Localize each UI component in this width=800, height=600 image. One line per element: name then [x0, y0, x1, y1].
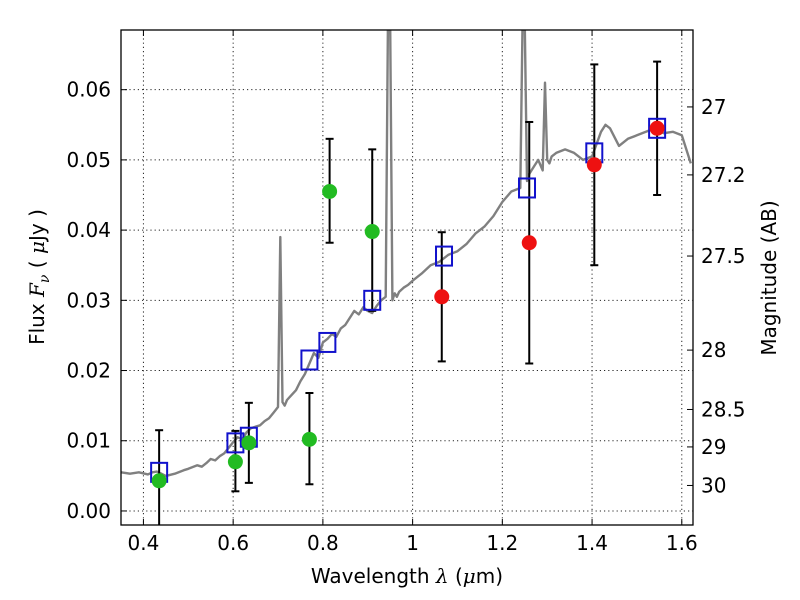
green-data-point — [241, 435, 257, 451]
x-tick-label: 1.2 — [486, 531, 518, 555]
y2-tick-label: 28.5 — [701, 397, 746, 421]
y2-tick-label: 28 — [701, 338, 726, 362]
x-tick-label: 1.4 — [576, 531, 608, 555]
data-points-layer — [151, 120, 665, 489]
x-tick-label: 0.4 — [128, 531, 160, 555]
y2-tick-label: 30 — [701, 473, 726, 497]
x-tick-label: 1 — [406, 531, 419, 555]
x-axis-title: Wavelength λ (μm) — [311, 564, 503, 588]
y-axis-title: Flux Fν ( μJy ) — [25, 209, 53, 345]
y2-tick-label: 27.5 — [701, 244, 746, 268]
y2-tick-label: 29 — [701, 435, 726, 459]
plot-frame — [120, 29, 694, 526]
green-data-point — [364, 224, 380, 240]
green-data-point — [151, 473, 167, 489]
y-tick-labels: 0.00 0.01 0.02 0.03 0.04 0.05 0.06 — [66, 78, 111, 523]
y2-tick-label: 27.2 — [701, 163, 746, 187]
model-square-marker — [363, 289, 382, 311]
red-data-point — [521, 235, 537, 251]
model-square-marker — [318, 331, 337, 353]
spectrum-line — [121, 30, 692, 478]
x-tick-label: 1.6 — [666, 531, 698, 555]
y-tick-label: 0.05 — [66, 148, 111, 172]
x-tick-label: 0.8 — [307, 531, 339, 555]
y2-axis-title: Magnitude (AB) — [757, 200, 781, 355]
green-data-point — [301, 431, 317, 447]
model-square-marker — [300, 349, 319, 371]
y-tick-label: 0.01 — [66, 429, 111, 453]
y2-tick-labels: 27 27.2 27.5 28 28.5 29 30 — [701, 95, 746, 498]
model-square-marker — [518, 177, 537, 199]
y-tick-label: 0.00 — [66, 499, 111, 523]
y-tick-label: 0.03 — [66, 288, 111, 312]
red-data-point — [434, 289, 450, 305]
grid — [121, 30, 693, 525]
spectrum-layer — [121, 30, 692, 478]
y-tick-label: 0.04 — [66, 218, 111, 242]
green-data-point — [322, 183, 338, 199]
y2-tick-label: 27 — [701, 95, 726, 119]
red-data-point — [649, 120, 665, 136]
errorbar-layer — [155, 60, 662, 525]
model-square-marker — [435, 245, 454, 267]
model-square-marker — [648, 117, 667, 139]
x-tick-label: 0.6 — [217, 531, 249, 555]
y-tick-label: 0.02 — [66, 359, 111, 383]
tick-marks — [121, 30, 693, 525]
green-data-point — [227, 454, 243, 470]
y-tick-label: 0.06 — [66, 78, 111, 102]
red-data-point — [586, 157, 602, 173]
x-tick-labels: 0.4 0.6 0.8 1 1.2 1.4 1.6 — [128, 531, 698, 555]
